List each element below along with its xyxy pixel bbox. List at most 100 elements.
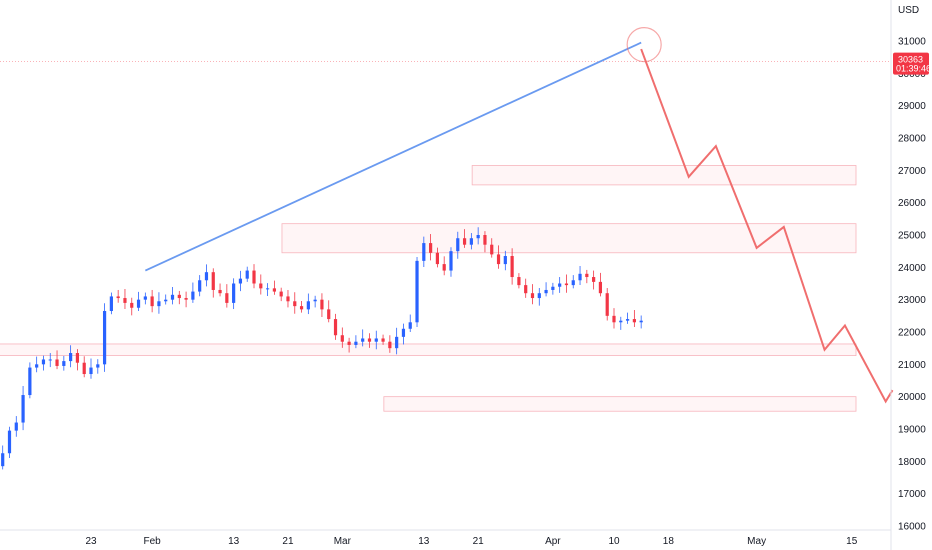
last-price-value: 30363 <box>898 55 923 65</box>
candle-body <box>232 283 236 303</box>
candle-body <box>170 294 175 300</box>
candle-body <box>551 286 555 290</box>
candle-body <box>41 359 46 365</box>
price-tick-label: 21000 <box>898 360 926 371</box>
candle-body <box>408 322 412 329</box>
time-tick-label: 13 <box>418 536 430 547</box>
candle-body <box>211 272 215 290</box>
price-zone[interactable] <box>383 396 857 412</box>
price-tick-label: 25000 <box>898 231 926 242</box>
time-tick-label: 21 <box>473 536 485 547</box>
projected-drop-path[interactable] <box>640 48 894 404</box>
candle-body <box>1 453 5 467</box>
candle-body <box>381 338 385 342</box>
candle-body <box>279 291 283 297</box>
candle-body <box>442 264 446 271</box>
candle-body <box>265 288 270 290</box>
candle-body <box>225 293 229 303</box>
candle-body <box>320 299 324 310</box>
time-tick-label: 18 <box>663 536 675 547</box>
candle-body <box>367 338 372 342</box>
candle-body <box>306 301 310 310</box>
candle-body <box>62 361 66 366</box>
candle-body <box>130 302 134 308</box>
time-tick-label: 15 <box>846 536 858 547</box>
candle-body <box>28 367 32 396</box>
time-tick-label: 13 <box>228 536 240 547</box>
candle-body <box>286 296 290 302</box>
price-tick-label: 18000 <box>898 457 926 468</box>
candle-body <box>422 243 426 261</box>
candle-body <box>476 235 480 239</box>
candle-body <box>157 301 161 307</box>
candlestick-series <box>1 227 643 470</box>
time-axis[interactable]: 23 Feb 13 21 Mar 13 21 Apr 10 18 May 15 <box>85 536 857 547</box>
time-tick-label: 10 <box>608 536 620 547</box>
candle-body <box>612 315 616 323</box>
candle-body <box>598 281 603 294</box>
candle-body <box>150 296 154 307</box>
candle-body <box>496 254 501 265</box>
price-zone[interactable] <box>0 343 857 357</box>
price-tick-label: 31000 <box>898 37 926 48</box>
price-tick-label: 17000 <box>898 489 926 500</box>
candle-body <box>469 238 473 245</box>
price-tick-label: 29000 <box>898 101 926 112</box>
candle-body <box>184 298 188 300</box>
candle-body <box>354 341 358 345</box>
candle-body <box>143 296 147 300</box>
candle-body <box>109 296 113 311</box>
support-resistance-zones <box>0 165 857 412</box>
candle-body <box>136 299 141 308</box>
price-tick-label: 28000 <box>898 134 926 145</box>
candle-body <box>35 364 39 368</box>
rising-trendline[interactable] <box>144 41 642 272</box>
candle-body <box>198 280 202 292</box>
candle-body <box>14 422 18 431</box>
candle-body <box>558 283 562 287</box>
candle-body <box>218 289 222 294</box>
candle-body <box>374 338 378 342</box>
candle-body <box>116 296 120 299</box>
candle-body <box>204 272 209 281</box>
candle-body <box>632 319 636 323</box>
time-tick-label: Mar <box>334 536 352 547</box>
candle-body <box>69 353 73 362</box>
candle-body <box>293 301 297 307</box>
last-price-tag: 30363 01:39:46 <box>893 52 931 75</box>
candle-countdown: 01:39:46 <box>896 64 931 74</box>
candle-body <box>245 270 249 279</box>
candle-body <box>456 238 460 252</box>
candle-body <box>524 285 528 294</box>
price-zone[interactable] <box>471 165 857 186</box>
candle-body <box>490 244 494 255</box>
candle-body <box>75 353 80 363</box>
candle-body <box>585 273 589 278</box>
candle-body <box>361 338 365 342</box>
candle-body <box>96 364 100 368</box>
candle-body <box>435 252 440 265</box>
price-tick-label: 22000 <box>898 328 926 339</box>
highlight-circle[interactable] <box>626 27 662 63</box>
time-tick-label: 21 <box>282 536 294 547</box>
candle-body <box>388 341 392 349</box>
last-price-tag-background <box>893 52 929 75</box>
candle-body <box>191 291 195 300</box>
candle-body <box>7 430 12 454</box>
candle-body <box>252 270 256 284</box>
price-tick-label: 27000 <box>898 166 926 177</box>
candle-body <box>530 293 535 299</box>
candle-body <box>625 319 630 321</box>
candle-body <box>82 362 86 375</box>
candle-body <box>164 299 168 302</box>
candle-body <box>639 320 643 323</box>
candle-body <box>340 335 344 342</box>
price-tick-label: 20000 <box>898 392 926 403</box>
price-axis[interactable]: USD 310003000029000280002700026000250002… <box>898 5 926 533</box>
candle-body <box>401 328 406 337</box>
price-zone[interactable] <box>281 223 857 254</box>
candle-body <box>327 309 331 320</box>
candle-body <box>544 289 548 294</box>
